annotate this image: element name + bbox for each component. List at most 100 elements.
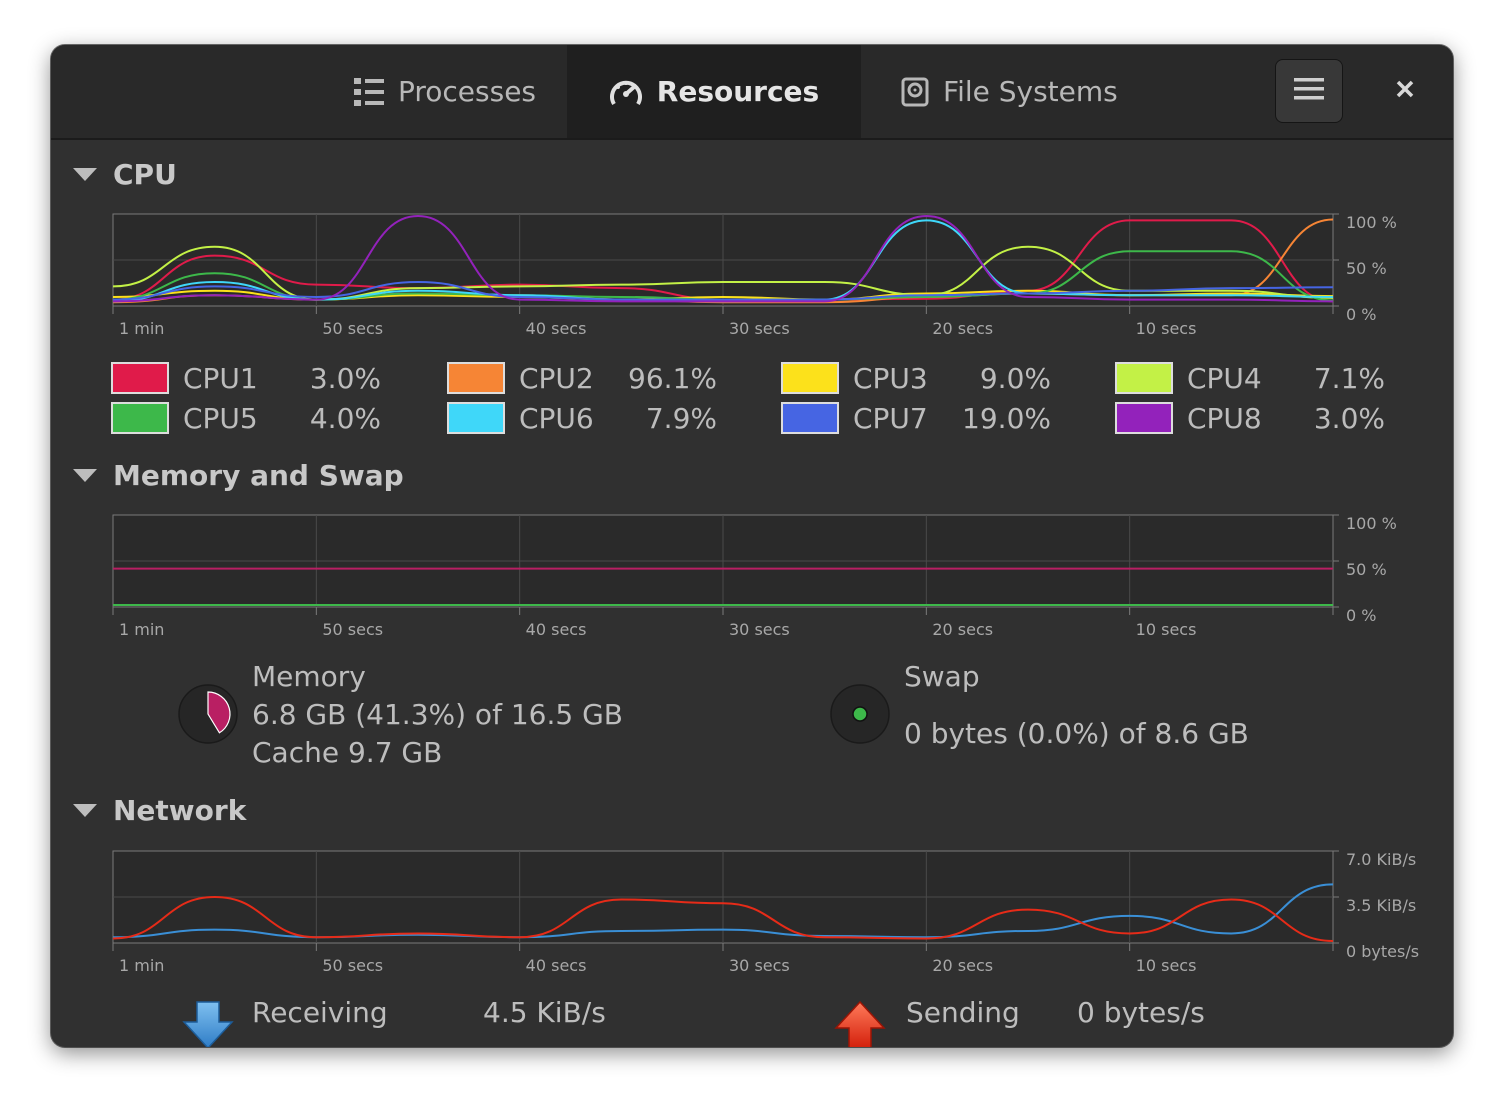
network-section-title: Network <box>113 794 247 827</box>
tab-resources-label: Resources <box>656 75 820 108</box>
series-line-cpu8 <box>112 214 1334 303</box>
memory-pie-chart <box>178 684 238 748</box>
cpu-legend-item[interactable]: CPU2 96.1% <box>447 360 737 396</box>
x-tick-label: 40 secs <box>526 319 587 338</box>
color-swatch[interactable] <box>1115 402 1173 434</box>
x-tick-label: 10 secs <box>1136 956 1197 975</box>
y-tick-label: 50 % <box>1346 560 1387 579</box>
cpu-legend-item[interactable]: CPU8 3.0% <box>1115 400 1405 436</box>
memory-section-header[interactable]: Memory and Swap <box>73 459 404 492</box>
series-line-cpu7 <box>112 280 1334 301</box>
cpu-usage-value: 96.1% <box>628 361 717 395</box>
main-menu-button[interactable] <box>1275 59 1343 123</box>
x-tick-label: 40 secs <box>526 956 587 975</box>
swap-label: Swap <box>904 660 980 693</box>
tab-file-systems[interactable]: File Systems <box>861 45 1161 138</box>
x-tick-label: 1 min <box>119 319 164 338</box>
cpu-usage-value: 19.0% <box>962 401 1051 435</box>
pie-slice <box>852 706 868 722</box>
cpu-history-graph: 1 min 50 secs 40 secs 30 secs 20 secs 10 secs… <box>112 213 1422 347</box>
y-tick-label: 100 % <box>1346 213 1397 232</box>
x-tick-label: 1 min <box>119 956 164 975</box>
color-swatch[interactable] <box>111 402 169 434</box>
x-tick-label: 30 secs <box>729 319 790 338</box>
cpu-name-label: CPU8 <box>1187 401 1262 435</box>
cpu-legend-item[interactable]: CPU3 9.0% <box>781 360 1071 396</box>
color-swatch[interactable] <box>447 402 505 434</box>
color-swatch[interactable] <box>111 362 169 394</box>
cpu-legend-item[interactable]: CPU4 7.1% <box>1115 360 1405 396</box>
tab-file-systems-label: File Systems <box>943 75 1118 108</box>
memory-history-graph: 1 min 50 secs 40 secs 30 secs 20 secs 10 secs… <box>112 514 1422 648</box>
cpu-usage-value: 7.1% <box>1313 361 1385 395</box>
expander-arrow-icon <box>73 804 97 817</box>
y-tick-label: 0 % <box>1346 606 1376 625</box>
expander-arrow-icon <box>73 168 97 181</box>
cpu-usage-value: 3.0% <box>1313 401 1385 435</box>
cpu-name-label: CPU1 <box>183 361 258 395</box>
cpu-name-label: CPU6 <box>519 401 594 435</box>
close-button[interactable] <box>1387 73 1423 109</box>
receiving-rate: 4.5 KiB/s <box>483 996 606 1029</box>
x-tick-label: 10 secs <box>1136 319 1197 338</box>
x-tick-label: 50 secs <box>322 319 383 338</box>
tab-processes-label: Processes <box>397 75 537 108</box>
cpu-legend-item[interactable]: CPU6 7.9% <box>447 400 737 436</box>
y-tick-label: 7.0 KiB/s <box>1346 850 1416 869</box>
cpu-name-label: CPU4 <box>1187 361 1262 395</box>
cpu-name-label: CPU2 <box>519 361 594 395</box>
x-tick-label: 20 secs <box>932 319 993 338</box>
memory-section-title: Memory and Swap <box>113 459 404 492</box>
color-swatch[interactable] <box>781 402 839 434</box>
cpu-usage-value: 4.0% <box>309 401 381 435</box>
network-section-header[interactable]: Network <box>73 794 246 827</box>
x-tick-label: 10 secs <box>1136 620 1197 639</box>
disk-icon <box>901 77 929 107</box>
y-tick-label: 50 % <box>1346 259 1387 278</box>
x-tick-label: 1 min <box>119 620 164 639</box>
cpu-section-title: CPU <box>113 158 177 191</box>
cpu-legend-item[interactable]: CPU7 19.0% <box>781 400 1071 436</box>
cpu-legend-item[interactable]: CPU1 3.0% <box>111 360 401 396</box>
memory-cache-text: Cache 9.7 GB <box>252 736 443 769</box>
sending-arrow-icon <box>833 1000 887 1047</box>
x-tick-label: 20 secs <box>932 620 993 639</box>
receiving-arrow-icon <box>181 1000 235 1047</box>
color-swatch[interactable] <box>447 362 505 394</box>
cpu-name-label: CPU7 <box>853 401 928 435</box>
sending-label: Sending <box>906 996 1020 1029</box>
y-tick-label: 0 % <box>1346 305 1376 324</box>
speedometer-icon <box>609 77 643 107</box>
cpu-usage-value: 3.0% <box>309 361 381 395</box>
header-bar: Processes Resources File Sy <box>51 45 1453 140</box>
x-tick-label: 20 secs <box>932 956 993 975</box>
cpu-usage-value: 7.9% <box>645 401 717 435</box>
swap-usage-text: 0 bytes (0.0%) of 8.6 GB <box>904 717 1249 750</box>
x-tick-label: 30 secs <box>729 956 790 975</box>
y-tick-label: 0 bytes/s <box>1346 942 1419 961</box>
y-tick-label: 3.5 KiB/s <box>1346 896 1416 915</box>
sending-rate: 0 bytes/s <box>1077 996 1205 1029</box>
x-tick-label: 30 secs <box>729 620 790 639</box>
cpu-usage-value: 9.0% <box>979 361 1051 395</box>
receiving-label: Receiving <box>252 996 388 1029</box>
system-monitor-window: Processes Resources File Sy <box>51 45 1453 1047</box>
network-history-graph: 1 min 50 secs 40 secs 30 secs 20 secs 10 secs… <box>112 850 1422 984</box>
x-tick-label: 50 secs <box>322 620 383 639</box>
expander-arrow-icon <box>73 469 97 482</box>
tab-resources[interactable]: Resources <box>567 45 861 138</box>
color-swatch[interactable] <box>1115 362 1173 394</box>
tab-processes[interactable]: Processes <box>323 45 567 138</box>
hamburger-menu-icon <box>1294 77 1324 105</box>
x-tick-label: 40 secs <box>526 620 587 639</box>
color-swatch[interactable] <box>781 362 839 394</box>
list-icon <box>353 77 384 106</box>
series-line-sending <box>112 895 1334 942</box>
memory-label: Memory <box>252 660 366 693</box>
close-icon <box>1396 80 1414 102</box>
swap-pie-chart <box>830 684 890 748</box>
pie-slice <box>207 691 231 734</box>
cpu-legend-item[interactable]: CPU5 4.0% <box>111 400 401 436</box>
cpu-section-header[interactable]: CPU <box>73 158 177 191</box>
cpu-name-label: CPU3 <box>853 361 928 395</box>
